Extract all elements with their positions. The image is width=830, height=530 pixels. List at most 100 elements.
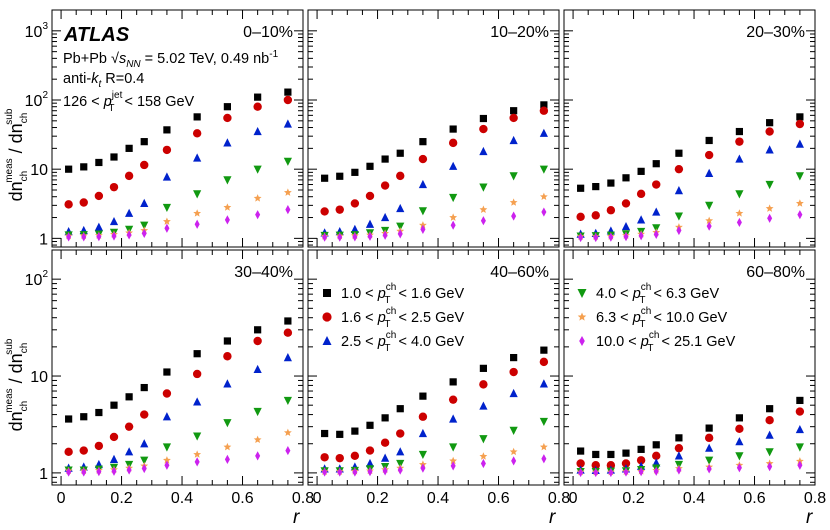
x-tick-label: 0.6 <box>743 490 765 507</box>
data-point <box>65 415 73 423</box>
data-point <box>162 412 172 421</box>
series-3 <box>320 128 548 237</box>
data-point <box>337 232 343 242</box>
data-point <box>479 146 488 156</box>
data-point <box>449 213 458 221</box>
data-point <box>539 417 548 427</box>
data-point <box>381 212 390 222</box>
y-axis-label-top: dnchmeas / dnchsub <box>4 108 30 201</box>
panel-frame <box>307 249 560 486</box>
data-point <box>125 393 133 401</box>
data-point <box>736 463 742 473</box>
series-2 <box>320 357 549 463</box>
data-point <box>65 165 73 173</box>
data-point <box>735 209 744 217</box>
data-point <box>652 207 661 216</box>
data-point <box>509 172 518 181</box>
data-point <box>450 461 456 471</box>
data-point <box>541 454 547 464</box>
data-point <box>126 465 132 475</box>
panel-2: 10–20% <box>307 9 560 248</box>
y-tick-label: 1 <box>39 231 48 248</box>
data-point <box>352 232 358 242</box>
data-point <box>80 163 88 171</box>
data-point <box>621 199 631 208</box>
data-point <box>253 194 262 202</box>
data-point <box>705 443 714 452</box>
data-point <box>223 379 232 388</box>
series-2 <box>576 119 805 221</box>
panel-frame <box>563 9 816 248</box>
data-point <box>285 205 291 215</box>
data-point <box>162 389 172 398</box>
data-point <box>736 217 742 228</box>
atlas-label: ATLAS <box>63 24 130 46</box>
data-point <box>223 203 232 211</box>
legend-label: 1.6 < pch T < 2.5 GeV <box>341 306 464 330</box>
data-point <box>539 379 548 388</box>
data-point <box>109 216 119 226</box>
data-point <box>606 461 616 470</box>
data-point <box>419 392 427 400</box>
data-point <box>140 221 149 230</box>
panel-5: 0 0.2 0.4 0.6 0.8 40–60% <box>307 249 570 507</box>
data-point <box>162 172 172 181</box>
panel-label: 40–60% <box>490 264 549 281</box>
data-point <box>254 326 262 334</box>
data-point <box>124 422 134 431</box>
x-tick-label: 0.4 <box>427 490 449 507</box>
data-point <box>638 467 644 477</box>
series-2 <box>64 328 293 457</box>
data-point <box>511 211 517 221</box>
legend-marker <box>323 289 331 297</box>
panel-1: 1 10 102 103 0–10% <box>25 9 304 248</box>
svg-text:dnchmeas / dnchsub: dnchmeas / dnchsub <box>4 338 30 431</box>
data-point <box>578 232 584 243</box>
data-point <box>767 213 773 223</box>
data-point <box>320 453 329 462</box>
data-point <box>96 467 102 477</box>
data-point <box>253 102 262 111</box>
data-point <box>164 223 170 233</box>
data-point <box>765 430 774 439</box>
data-point <box>765 180 774 190</box>
panel-3: 20–30% <box>563 9 816 248</box>
x-tick-label: 0.8 <box>292 490 314 507</box>
data-point <box>637 215 646 224</box>
data-point <box>194 457 200 467</box>
panel-label: 20–30% <box>746 24 805 41</box>
data-point <box>396 203 405 213</box>
data-point <box>479 124 488 134</box>
data-point <box>418 154 428 164</box>
data-point <box>539 106 549 115</box>
panel-6: 0 0.2 0.4 0.6 0.8 60–80% <box>563 249 826 507</box>
data-point <box>705 456 714 465</box>
legend-entry-2: 1.6 < pch T < 2.5 GeV <box>322 306 464 330</box>
data-point <box>396 447 405 456</box>
data-point <box>765 448 774 457</box>
data-point <box>96 232 102 242</box>
data-point <box>577 184 585 192</box>
data-point <box>365 458 375 468</box>
data-point <box>285 445 291 456</box>
data-point <box>253 336 262 346</box>
data-point <box>94 191 104 201</box>
data-point <box>418 207 428 216</box>
legend-marker <box>322 312 332 322</box>
data-point <box>735 154 744 163</box>
data-point <box>365 219 375 228</box>
collision-info: Pb+Pb √sNN = 5.02 TeV, 0.49 nb-1 <box>63 49 279 70</box>
x-tick-label: 0.8 <box>804 490 826 507</box>
data-point <box>541 207 547 217</box>
data-point <box>396 459 405 469</box>
data-point <box>366 421 374 429</box>
data-point <box>637 167 645 175</box>
data-point <box>735 190 744 199</box>
data-point <box>652 180 661 189</box>
panel-label: 0–10% <box>243 24 293 41</box>
legend-marker <box>579 336 585 346</box>
x-tick-label: 0 <box>569 490 578 507</box>
data-point <box>125 447 134 456</box>
data-point <box>479 435 488 444</box>
